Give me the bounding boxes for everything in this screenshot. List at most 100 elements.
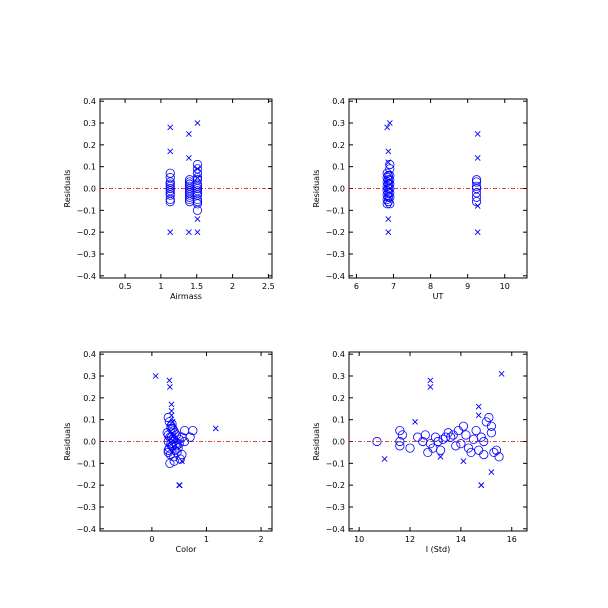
data-point-circle [165,190,175,200]
data-point-circle [385,199,395,209]
data-point-x [194,120,201,126]
y-tick-label: −0.2 [77,228,96,237]
data-point-circle [382,194,392,205]
x-tick-label: 2.5 [262,282,275,291]
data-point-x [437,453,444,460]
data-point-x [176,482,183,489]
y-axis-label: Residuals [312,423,321,461]
data-point-x [427,384,434,390]
data-point-circle [395,425,405,436]
data-point-circle [385,164,395,174]
data-point-circle [167,419,177,429]
y-tick-label: 0.1 [83,416,96,425]
data-point-x [385,216,392,222]
y-tick-label: 0.2 [83,141,96,150]
data-point-circle [479,449,489,460]
data-point-x [152,373,159,379]
y-tick-label: 0.4 [83,97,96,106]
y-tick-label: −0.1 [326,459,345,468]
x-tick-label: 16 [507,535,517,544]
data-point-circle [494,452,504,462]
y-tick-label: 0.0 [83,438,96,447]
data-point-x [385,159,392,166]
data-point-circle [405,443,415,453]
data-point-x [460,458,467,465]
data-point-x [166,384,173,390]
y-tick-label: 0.2 [83,394,96,403]
data-point-x [168,408,175,414]
data-point-x [169,418,176,425]
x-tick-label: 7 [391,282,396,291]
data-point-x [475,403,482,410]
data-point-circle [385,192,395,202]
data-point-x [185,229,192,236]
x-tick-label: 14 [456,535,466,544]
y-tick-label: 0.4 [332,350,345,359]
x-tick-label: 1 [158,282,163,291]
data-point-circle [192,205,203,215]
data-point-x [178,458,185,465]
data-point-x [474,203,481,209]
data-point-circle [165,458,175,468]
data-point-x [412,418,419,425]
data-point-x [385,229,392,236]
y-tick-label: 0.3 [332,119,345,128]
data-point-x [474,131,481,137]
data-point-x [170,432,177,438]
data-point-circle [165,196,175,207]
data-point-x [488,469,495,475]
data-point-x [185,155,192,161]
data-point-circle [192,194,203,205]
data-point-circle [484,412,494,423]
x-tick-label: 0 [149,535,154,544]
x-tick-label: 12 [405,535,415,544]
data-point-x [474,229,481,236]
data-point-x [212,425,219,432]
data-point-circle [441,432,451,442]
data-point-x [427,377,434,384]
y-tick-label: −0.4 [326,525,345,534]
data-point-x [185,131,192,137]
x-tick-label: 0.5 [119,282,132,291]
x-tick-label: 6 [354,282,359,291]
y-tick-label: −0.4 [77,272,96,281]
y-tick-label: 0.0 [83,185,96,194]
data-point-circle [433,436,443,447]
data-point-x [168,401,175,408]
y-tick-label: −0.3 [326,503,345,512]
data-point-x [167,124,174,131]
y-tick-label: −0.3 [77,503,96,512]
chart-panel-3: −0.4 −0.3 −0.2 −0.1 0.0 0.1 0.2 0.3 0.4 0 1 2 Color R… [63,350,273,554]
chart-panel-4: −0.4 −0.3 −0.2 −0.1 0.0 0.1 0.2 0.3 0.4 10 12 14 16 I… [312,350,528,554]
data-point-circle [471,177,482,187]
data-point-x [381,456,388,462]
y-tick-label: 0.1 [332,163,345,172]
data-point-circle [382,199,392,209]
chart-panel-2: −0.4 −0.3 −0.2 −0.1 0.0 0.1 0.2 0.3 0.4 6 7 8 9 10 UT R… [312,97,528,301]
y-tick-label: 0.2 [332,394,345,403]
data-point-circle [486,421,496,431]
data-point-circle [471,192,482,202]
y-tick-label: −0.4 [326,272,345,281]
y-tick-label: 0.1 [332,416,345,425]
data-point-circle [166,441,177,451]
x-tick-label: 10 [354,535,364,544]
data-point-circle [395,436,405,447]
data-point-circle [458,421,469,431]
data-point-x [474,155,481,161]
y-tick-label: −0.2 [326,481,345,490]
x-tick-label: 2 [230,282,235,291]
data-point-circle [171,439,181,449]
chart-panel-1: −0.4 −0.3 −0.2 −0.1 0.0 0.1 0.2 0.3 0.4 0.5 1 1.5 2 2… [63,97,275,301]
data-point-circle [192,199,203,209]
y-tick-label: 0.4 [332,97,345,106]
y-tick-label: −0.2 [77,481,96,490]
data-point-circle [423,447,433,458]
x-tick-label: 10 [500,282,510,291]
data-point-x [167,148,174,155]
data-point-circle [372,436,382,447]
data-point-x [478,482,485,489]
data-point-x [384,124,391,131]
data-point-x [166,377,173,384]
data-point-circle [446,432,456,442]
